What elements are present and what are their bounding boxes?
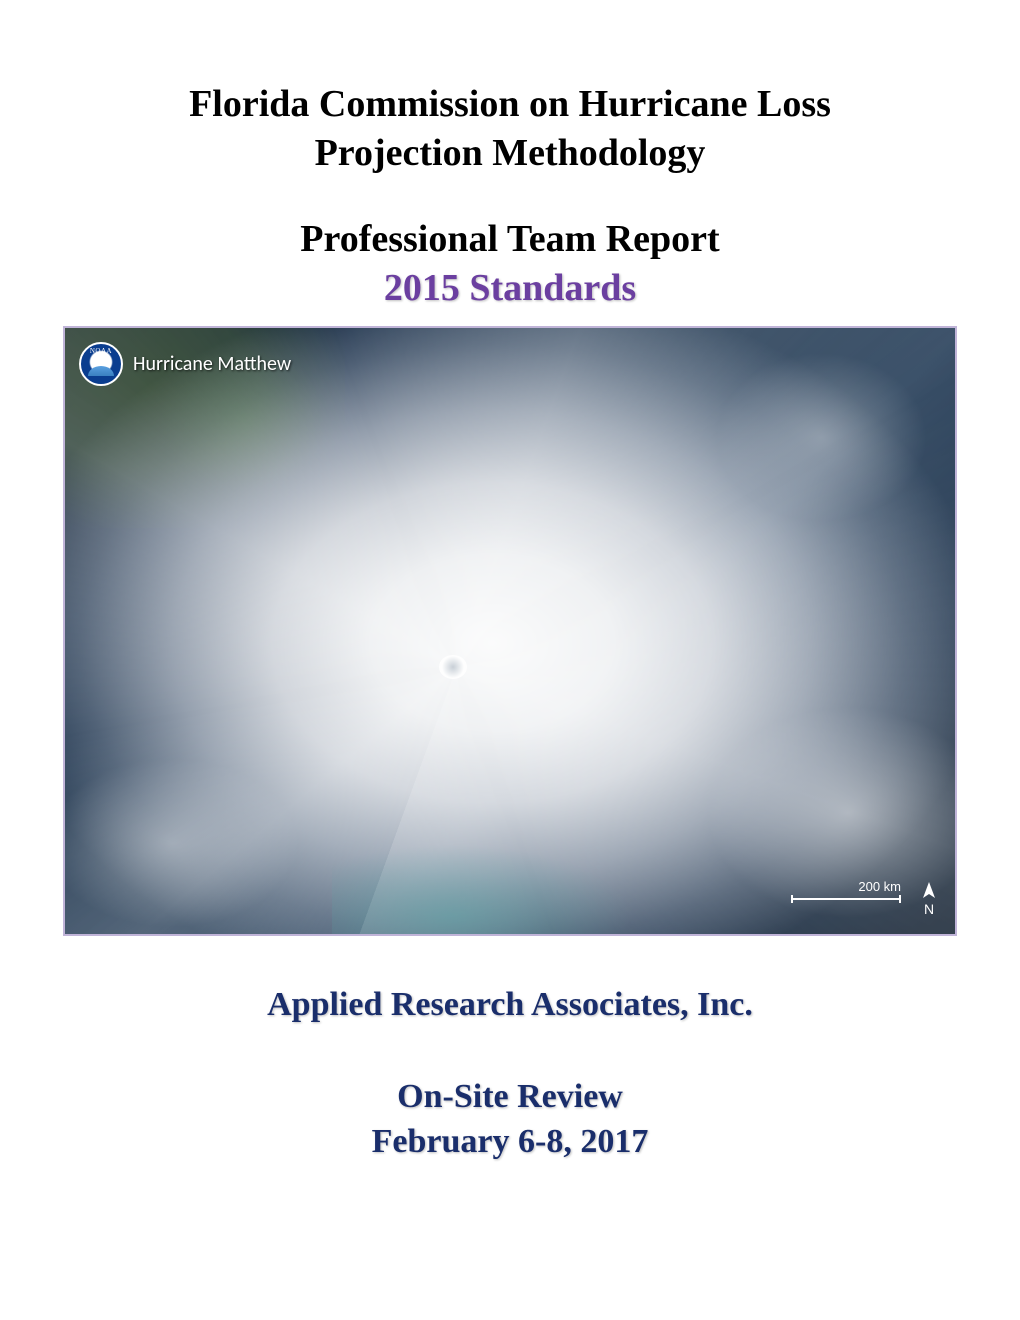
standards-line: 2015 Standards [300,264,719,313]
subtitle-line-1: Professional Team Report [300,215,719,264]
review-type: On-Site Review [372,1074,649,1120]
title-line-2: Projection Methodology [189,129,831,178]
shallow-water-overlay [332,844,632,934]
main-title-block: Florida Commission on Hurricane Loss Pro… [189,80,831,179]
subtitle-block: Professional Team Report 2015 Standards [300,215,719,314]
noaa-logo-icon: NOAA [79,342,123,386]
scale-distance-text: 200 km [858,879,901,894]
title-line-1: Florida Commission on Hurricane Loss [189,80,831,129]
hurricane-name-label: Hurricane Matthew [133,352,291,376]
review-dates: February 6-8, 2017 [372,1119,649,1165]
compass-arrow-icon [921,882,937,902]
north-label: N [924,902,934,916]
review-info-block: On-Site Review February 6-8, 2017 [372,1074,649,1166]
company-name: Applied Research Associates, Inc. [267,986,753,1024]
hurricane-eye [439,655,467,679]
hurricane-satellite-image: NOAA Hurricane Matthew 200 km N [63,326,957,936]
scale-line-icon [791,898,901,900]
noaa-badge-text: NOAA [90,347,112,355]
north-arrow-icon: N [921,882,937,916]
map-scale-bar: 200 km N [791,882,937,916]
